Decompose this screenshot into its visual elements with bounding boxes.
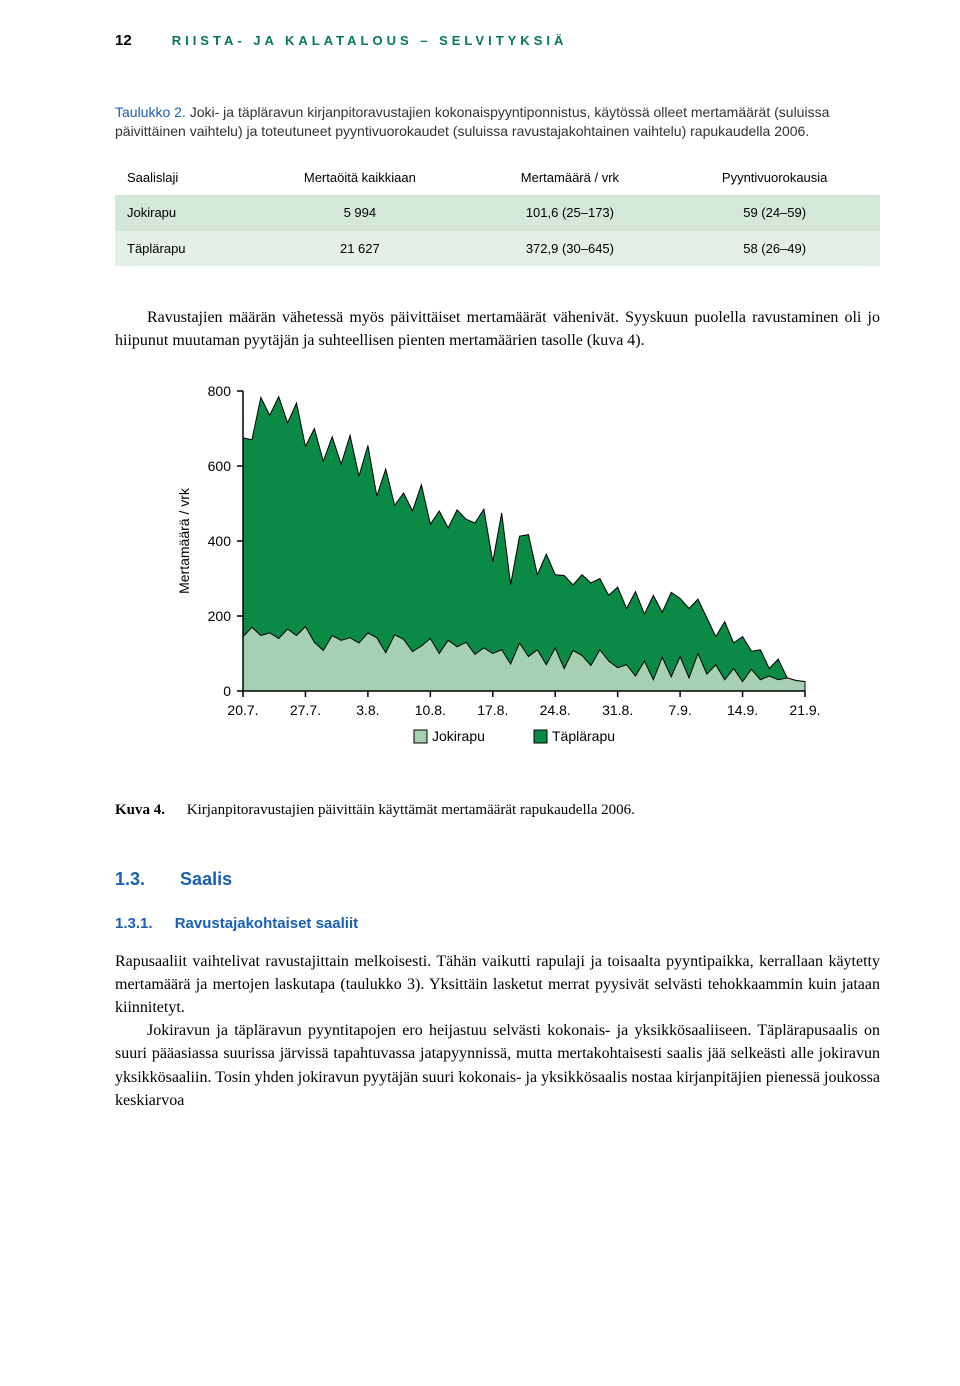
svg-text:600: 600 — [208, 458, 232, 474]
svg-text:14.9.: 14.9. — [727, 702, 758, 718]
col-header: Mertaöitä kaikkiaan — [249, 160, 470, 196]
svg-text:17.8.: 17.8. — [477, 702, 508, 718]
figure-caption-number: Kuva 4. — [115, 802, 165, 818]
section-title: Saalis — [180, 869, 232, 889]
cell: 58 (26–49) — [669, 231, 880, 267]
chart-svg: 0 200 400 600 800 20.7. 27.7. 3.8. 10.8. 17.8. 24.… — [165, 381, 825, 771]
svg-text:21.9.: 21.9. — [789, 702, 820, 718]
svg-text:20.7.: 20.7. — [227, 702, 258, 718]
svg-text:10.8.: 10.8. — [415, 702, 446, 718]
cell: Täplärapu — [115, 231, 249, 267]
cell: 101,6 (25–173) — [470, 195, 669, 231]
cell: Jokirapu — [115, 195, 249, 231]
area-chart: 0 200 400 600 800 20.7. 27.7. 3.8. 10.8. 17.8. 24.… — [165, 381, 880, 779]
subsection-heading: 1.3.1. Ravustajakohtaiset saaliit — [115, 913, 880, 936]
svg-text:Mertamäärä / vrk: Mertamäärä / vrk — [176, 487, 192, 594]
body-text: Rapusaaliit vaihtelivat ravustajittain m… — [115, 950, 880, 1112]
table-caption: Taulukko 2. Joki- ja täpläravun kirjanpi… — [115, 103, 880, 142]
page-header: 12 RIISTA- JA KALATALOUS – SELVITYKSIÄ — [115, 30, 880, 53]
svg-text:0: 0 — [223, 683, 231, 699]
cell: 21 627 — [249, 231, 470, 267]
figure-caption: Kuva 4. Kirjanpitoravustajien päivittäin… — [115, 799, 880, 822]
body-paragraph: Ravustajien määrän vähetessä myös päivit… — [115, 306, 880, 352]
subsection-number: 1.3.1. — [115, 915, 153, 932]
svg-text:3.8.: 3.8. — [356, 702, 379, 718]
svg-text:Täplärapu: Täplärapu — [552, 728, 615, 744]
table-row: Jokirapu 5 994 101,6 (25–173) 59 (24–59) — [115, 195, 880, 231]
body-paragraph: Jokiravun ja täpläravun pyyntitapojen er… — [115, 1019, 880, 1112]
table-row: Täplärapu 21 627 372,9 (30–645) 58 (26–4… — [115, 231, 880, 267]
svg-text:400: 400 — [208, 533, 232, 549]
section-number: 1.3. — [115, 869, 145, 889]
series-title: RIISTA- JA KALATALOUS – SELVITYKSIÄ — [172, 31, 568, 51]
col-header: Saalislaji — [115, 160, 249, 196]
svg-text:24.8.: 24.8. — [540, 702, 571, 718]
section-heading: 1.3. Saalis — [115, 866, 880, 893]
svg-text:31.8.: 31.8. — [602, 702, 633, 718]
col-header: Mertamäärä / vrk — [470, 160, 669, 196]
subsection-title: Ravustajakohtaiset saaliit — [175, 915, 358, 932]
body-paragraph: Rapusaaliit vaihtelivat ravustajittain m… — [115, 950, 880, 1020]
figure-caption-text: Kirjanpitoravustajien päivittäin käyttäm… — [187, 802, 635, 818]
table-caption-text: Joki- ja täpläravun kirjanpitoravustajie… — [115, 104, 829, 140]
svg-text:800: 800 — [208, 383, 232, 399]
svg-text:27.7.: 27.7. — [290, 702, 321, 718]
page-number: 12 — [115, 30, 132, 53]
svg-text:7.9.: 7.9. — [668, 702, 691, 718]
data-table: Saalislaji Mertaöitä kaikkiaan Mertamäär… — [115, 160, 880, 267]
svg-text:200: 200 — [208, 608, 232, 624]
svg-text:Jokirapu: Jokirapu — [432, 728, 485, 744]
table-caption-number: Taulukko 2. — [115, 104, 186, 120]
cell: 59 (24–59) — [669, 195, 880, 231]
col-header: Pyyntivuorokausia — [669, 160, 880, 196]
cell: 5 994 — [249, 195, 470, 231]
cell: 372,9 (30–645) — [470, 231, 669, 267]
